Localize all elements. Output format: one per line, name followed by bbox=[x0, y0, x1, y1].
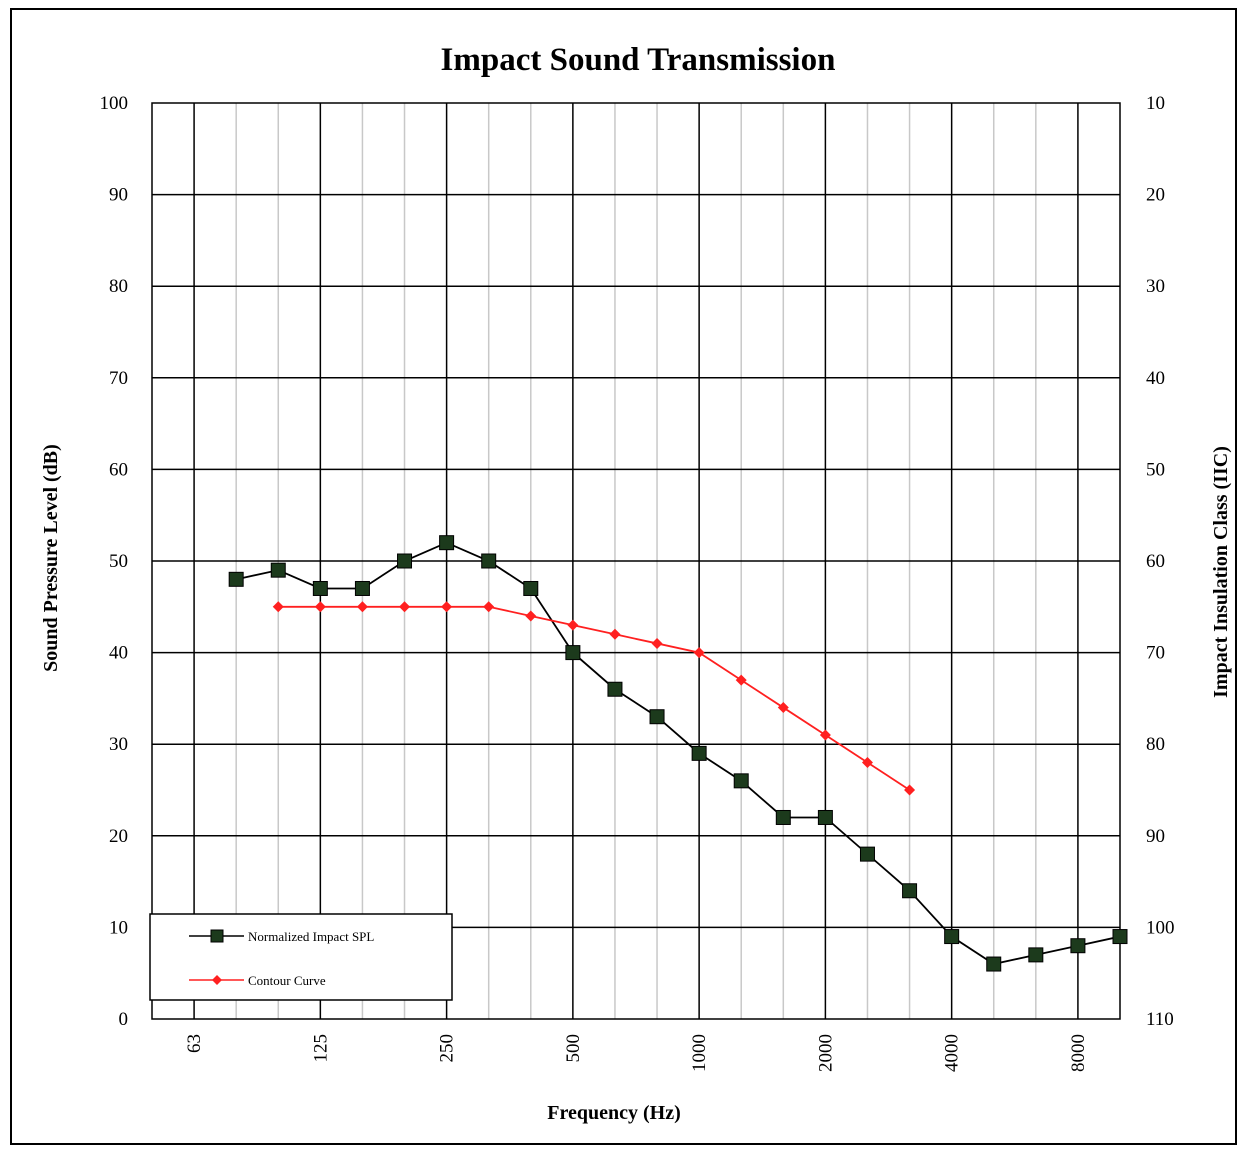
data-point-spl bbox=[270, 562, 286, 578]
y-tick-label: 60 bbox=[109, 459, 128, 480]
legend-marker-contour bbox=[212, 975, 222, 985]
y-tick-label: 70 bbox=[109, 368, 128, 389]
x-tick-label: 4000 bbox=[942, 1034, 963, 1072]
data-point-spl bbox=[439, 535, 455, 551]
data-point-spl bbox=[649, 709, 665, 725]
chart-svg: Impact Sound Transmission 0 10 20 30 40 50 60 7… bbox=[40, 42, 1232, 1124]
legend-box bbox=[149, 913, 453, 1001]
data-point-spl bbox=[354, 580, 370, 596]
data-point-spl bbox=[775, 809, 791, 825]
data-point-contour bbox=[777, 702, 789, 714]
data-point-spl bbox=[986, 956, 1002, 972]
y-tick-label: 90 bbox=[109, 185, 128, 206]
data-point-contour bbox=[314, 601, 326, 613]
data-point-contour bbox=[609, 628, 621, 640]
y2-tick-label: 80 bbox=[1146, 734, 1165, 755]
y2-tick-label: 20 bbox=[1146, 185, 1165, 206]
y-tick-label: 0 bbox=[119, 1009, 129, 1030]
data-point-contour bbox=[861, 757, 873, 769]
data-point-spl bbox=[523, 580, 539, 596]
data-point-spl bbox=[565, 645, 581, 661]
major-grid bbox=[152, 103, 1120, 1019]
x-tick-label: 500 bbox=[563, 1034, 584, 1063]
data-point-contour bbox=[735, 674, 747, 686]
series-line-0 bbox=[235, 541, 1121, 965]
data-point-contour bbox=[651, 637, 663, 649]
y-tick-label: 80 bbox=[109, 276, 128, 297]
x-tick-label: 63 bbox=[184, 1034, 205, 1053]
legend-label-spl: Normalized Impact SPL bbox=[248, 929, 374, 944]
y-axis-title: Sound Pressure Level (dB) bbox=[40, 444, 62, 672]
chart-frame: Impact Sound Transmission 0 10 20 30 40 50 60 7… bbox=[10, 8, 1237, 1145]
data-point-spl bbox=[607, 681, 623, 697]
y-tick-label: 40 bbox=[109, 643, 128, 664]
data-point-spl bbox=[733, 773, 749, 789]
y2-tick-label: 50 bbox=[1146, 459, 1165, 480]
chart-title: Impact Sound Transmission bbox=[441, 42, 836, 78]
y-tick-label: 30 bbox=[109, 734, 128, 755]
data-point-contour bbox=[356, 601, 368, 613]
y2-tick-label: 100 bbox=[1146, 917, 1175, 938]
legend: Normalized Impact SPL Contour Curve bbox=[149, 913, 453, 1001]
data-point-spl bbox=[817, 809, 833, 825]
legend-marker-spl bbox=[210, 929, 224, 943]
data-point-contour bbox=[399, 601, 411, 613]
legend-label-contour: Contour Curve bbox=[248, 973, 326, 988]
data-point-spl bbox=[1070, 938, 1086, 954]
y-tick-label: 10 bbox=[109, 917, 128, 938]
x-tick-label: 125 bbox=[310, 1034, 331, 1063]
data-point-spl bbox=[228, 571, 244, 587]
data-point-contour bbox=[483, 601, 495, 613]
y-tick-label: 50 bbox=[109, 551, 128, 572]
y2-tick-label: 110 bbox=[1146, 1009, 1174, 1030]
data-point-spl bbox=[1112, 929, 1128, 945]
data-point-spl bbox=[691, 745, 707, 761]
data-point-contour bbox=[272, 601, 284, 613]
y2-tick-label: 60 bbox=[1146, 551, 1165, 572]
data-point-contour bbox=[441, 601, 453, 613]
series-layer bbox=[228, 535, 1128, 972]
data-point-contour bbox=[819, 729, 831, 741]
y-axis-ticks: 0 10 20 30 40 50 60 70 80 90 100 bbox=[100, 93, 129, 1030]
x-tick-label: 250 bbox=[437, 1034, 458, 1063]
x-tick-label: 8000 bbox=[1068, 1034, 1089, 1072]
x-tick-label: 1000 bbox=[689, 1034, 710, 1072]
y2-axis-title: Impact Insulation Class (IIC) bbox=[1210, 446, 1232, 698]
data-point-contour bbox=[567, 619, 579, 631]
data-point-spl bbox=[902, 883, 918, 899]
x-axis-ticks: 63 125 250 500 1000 2000 4000 8000 bbox=[184, 1034, 1089, 1072]
data-point-spl bbox=[859, 846, 875, 862]
y2-tick-label: 10 bbox=[1146, 93, 1165, 114]
data-point-contour bbox=[525, 610, 537, 622]
y2-axis-ticks: 110 100 90 80 70 60 50 40 30 20 10 bbox=[1146, 93, 1175, 1030]
x-tick-label: 2000 bbox=[815, 1034, 836, 1072]
y2-tick-label: 30 bbox=[1146, 276, 1165, 297]
plot-area bbox=[151, 102, 1121, 1020]
x-axis-title: Frequency (Hz) bbox=[547, 1102, 681, 1124]
data-point-spl bbox=[481, 553, 497, 569]
y-tick-label: 20 bbox=[109, 826, 128, 847]
data-point-spl bbox=[397, 553, 413, 569]
data-point-contour bbox=[693, 647, 705, 659]
y2-tick-label: 40 bbox=[1146, 368, 1165, 389]
y2-tick-label: 90 bbox=[1146, 826, 1165, 847]
series-line-1 bbox=[278, 605, 911, 791]
y-tick-label: 100 bbox=[100, 93, 129, 114]
data-point-spl bbox=[1028, 947, 1044, 963]
y2-tick-label: 70 bbox=[1146, 643, 1165, 664]
data-point-spl bbox=[312, 580, 328, 596]
data-point-spl bbox=[944, 929, 960, 945]
data-point-contour bbox=[904, 784, 916, 796]
